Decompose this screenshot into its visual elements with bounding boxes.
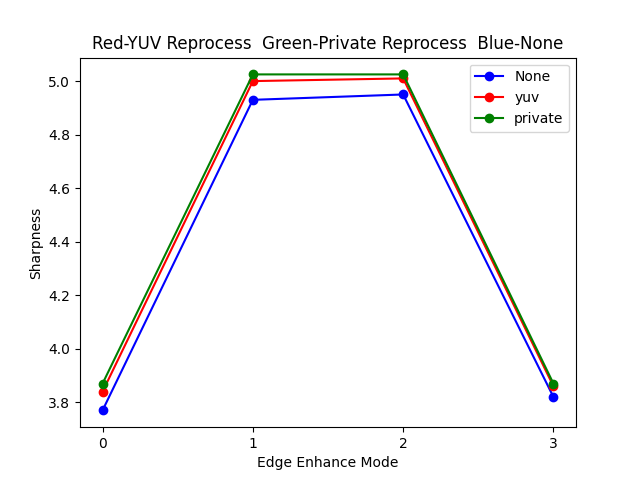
Line: private: private <box>99 70 557 388</box>
yuv <box>249 78 257 84</box>
private <box>550 381 557 386</box>
Legend: None, yuv, private: None, yuv, private <box>470 64 569 132</box>
private <box>99 381 106 386</box>
Line: None: None <box>99 90 557 415</box>
Line: yuv: yuv <box>99 74 557 396</box>
X-axis label: Edge Enhance Mode: Edge Enhance Mode <box>257 456 399 470</box>
private <box>249 72 257 77</box>
yuv <box>550 384 557 389</box>
private <box>399 72 407 77</box>
None <box>249 97 257 103</box>
None <box>399 92 407 97</box>
Title: Red-YUV Reprocess  Green-Private Reprocess  Blue-None: Red-YUV Reprocess Green-Private Reproces… <box>92 35 564 53</box>
None <box>550 394 557 400</box>
Y-axis label: Sharpness: Sharpness <box>29 206 43 278</box>
None <box>99 408 106 413</box>
yuv <box>399 75 407 81</box>
yuv <box>99 389 106 395</box>
